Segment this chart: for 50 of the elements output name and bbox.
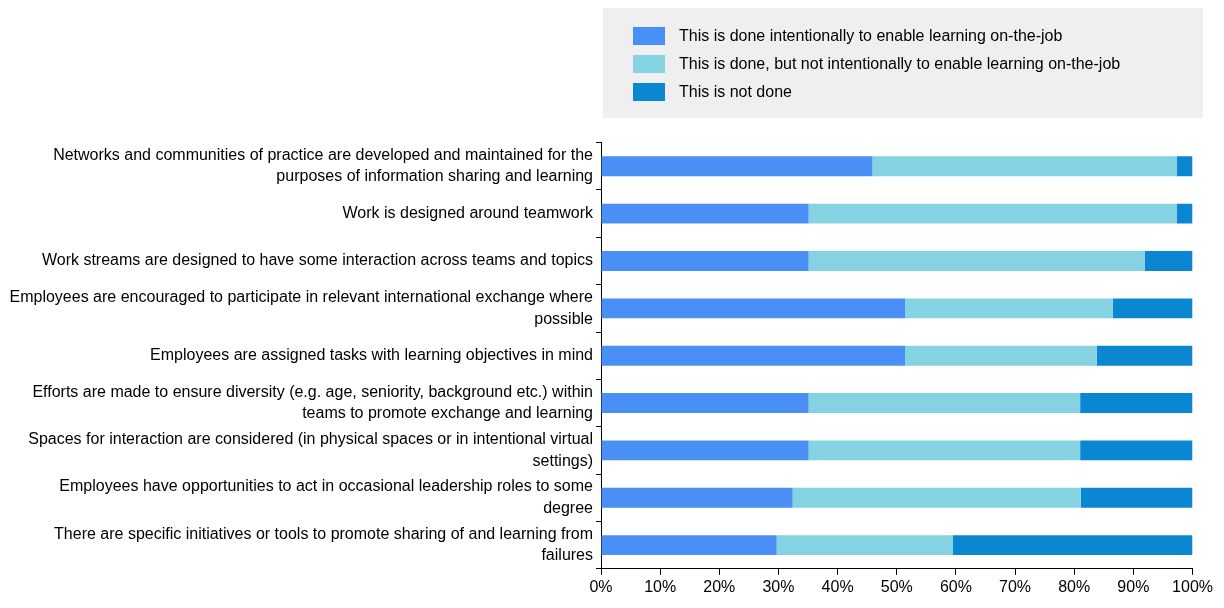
- bar: [776, 535, 953, 556]
- x-tick-label: 10%: [644, 577, 677, 595]
- bar: [1176, 203, 1193, 224]
- x-tick-label: 40%: [821, 577, 854, 595]
- bar: [808, 251, 1145, 271]
- bar: [808, 203, 1177, 224]
- x-tick-label: 50%: [880, 577, 913, 595]
- y-tick-label: Efforts are made to ensure diversity (e.g. age, seniority, background etc.) within teams to promote exchange and learning: [32, 382, 593, 422]
- y-tick-label: There are specific initiatives or tools to promote sharing of and learning from failures: [54, 524, 593, 564]
- bar: [905, 345, 1097, 366]
- bar: [601, 440, 809, 461]
- y-tick-label: Spaces for interaction are considered (in physical spaces or in intentional virtual settings): [28, 430, 593, 469]
- x-tick-label: 30%: [762, 577, 795, 595]
- y-tick-label: Employees have opportunities to act in occasional leadership roles to some degree: [59, 477, 594, 516]
- x-tick-label: 90%: [1117, 577, 1150, 595]
- y-tick-label: Employees are assigned tasks with learning objectives in mind: [150, 346, 593, 364]
- bar: [1080, 393, 1193, 413]
- legend-label: This is done intentionally to enable learning on-the-job: [679, 27, 1063, 45]
- bar: [792, 487, 1081, 508]
- bar: [872, 156, 1177, 177]
- y-tick-label: Work streams are designed to have some interaction across teams and topics: [41, 251, 593, 269]
- bar: [601, 298, 906, 319]
- bar: [1080, 440, 1193, 461]
- bar: [601, 156, 873, 177]
- bar: [1176, 156, 1193, 177]
- y-tick-label: Networks and communities of practice are developed and maintained for the purposes of information sharing and learning: [53, 145, 594, 185]
- y-tick-label: Work is designed around teamwork: [342, 204, 594, 222]
- bar: [601, 487, 793, 508]
- x-tick-label: 20%: [703, 577, 736, 595]
- bar: [1112, 298, 1193, 319]
- x-tick-label: 0%: [589, 577, 613, 595]
- bar: [808, 440, 1081, 461]
- bar: [601, 203, 809, 224]
- bar: [601, 251, 809, 271]
- x-tick-label: 80%: [1058, 577, 1091, 595]
- bar: [601, 535, 777, 556]
- bar: [601, 345, 906, 366]
- bar: [1080, 487, 1193, 508]
- y-tick-label: Employees are encouraged to participate in relevant international exchange where possible: [9, 287, 594, 327]
- bar: [952, 535, 1193, 556]
- bar: [808, 393, 1081, 413]
- legend-label: This is done, but not intentionally to enable learning on-the-job: [679, 55, 1121, 73]
- legend-label: This is not done: [679, 83, 792, 101]
- x-tick-label: 100%: [1172, 577, 1213, 595]
- bar: [1144, 251, 1193, 271]
- bar: [1096, 345, 1193, 366]
- bar: [601, 393, 809, 413]
- bar: [905, 298, 1113, 319]
- x-tick-label: 70%: [999, 577, 1032, 595]
- x-tick-label: 60%: [939, 577, 972, 595]
